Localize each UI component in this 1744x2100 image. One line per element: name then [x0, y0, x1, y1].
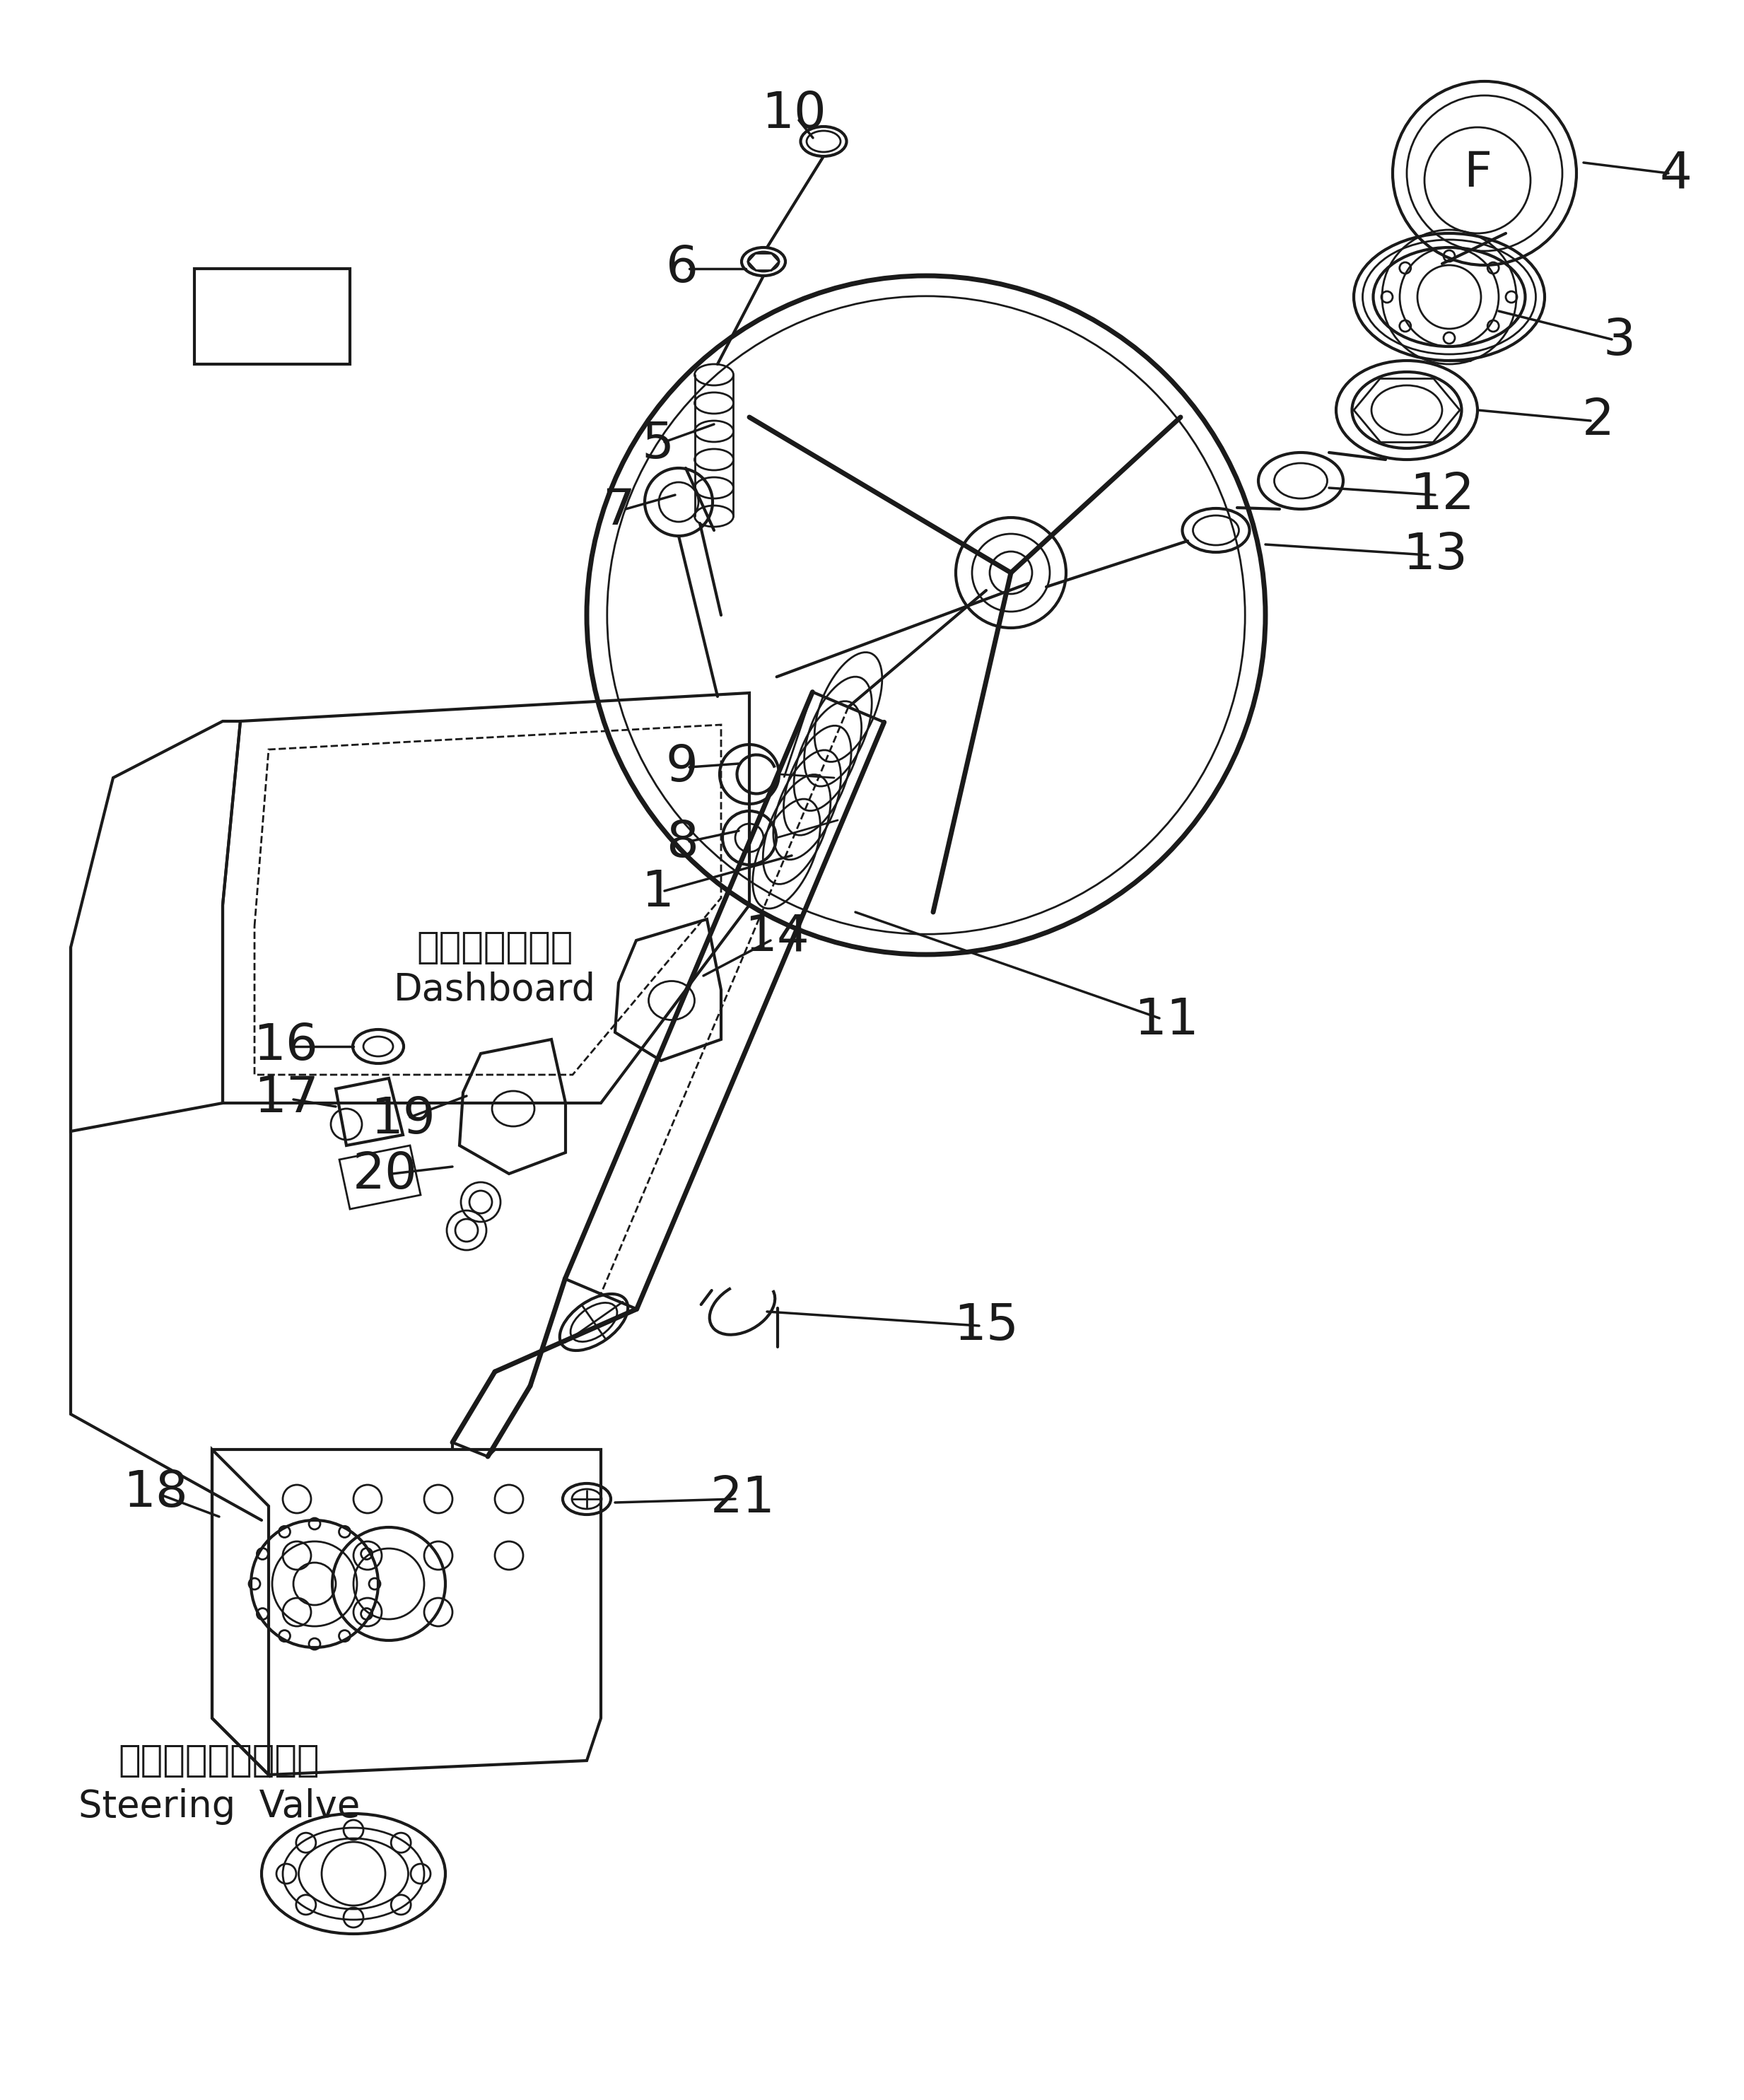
Text: 6: 6 [666, 244, 698, 294]
Text: 19: 19 [370, 1096, 436, 1144]
Text: ステアリングバルブ: ステアリングバルブ [119, 1743, 319, 1779]
Text: 20: 20 [352, 1151, 417, 1199]
Text: 4: 4 [1660, 149, 1692, 199]
Text: 18: 18 [124, 1468, 188, 1516]
Text: 10: 10 [762, 90, 827, 139]
Text: Steering  Valve: Steering Valve [78, 1789, 359, 1825]
Text: 21: 21 [710, 1474, 774, 1522]
Text: 13: 13 [1402, 531, 1468, 580]
Text: 17: 17 [253, 1073, 319, 1124]
Text: 15: 15 [954, 1302, 1018, 1350]
FancyBboxPatch shape [194, 269, 351, 363]
Text: 9: 9 [666, 743, 698, 792]
Text: 14: 14 [745, 914, 809, 962]
Text: 3: 3 [1603, 317, 1636, 365]
Text: ダッシュボード: ダッシュボード [417, 928, 574, 966]
Text: 5: 5 [642, 420, 673, 468]
Text: 16: 16 [253, 1023, 319, 1071]
Text: 1: 1 [642, 869, 673, 918]
Text: 7: 7 [602, 487, 635, 536]
Text: 8: 8 [666, 819, 698, 867]
Text: 2: 2 [1582, 397, 1615, 445]
Text: F: F [1463, 149, 1491, 197]
Text: 11: 11 [1134, 995, 1198, 1046]
Text: Dashboard: Dashboard [394, 972, 596, 1008]
Text: 12: 12 [1409, 470, 1475, 521]
Text: FWD: FWD [216, 284, 328, 326]
